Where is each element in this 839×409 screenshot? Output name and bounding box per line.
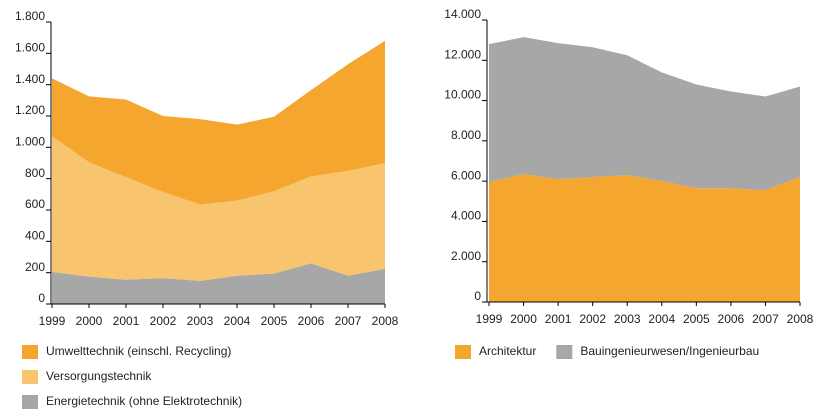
area <box>52 263 385 304</box>
y-tick-label: 2.000 <box>451 249 481 263</box>
legend-label: Architektur <box>479 344 536 358</box>
y-tick-label: 600 <box>25 197 45 211</box>
y-tick-label: 14.000 <box>444 7 481 21</box>
y-tick-label: 800 <box>25 166 45 180</box>
legend-label: Versorgungstechnik <box>46 369 152 383</box>
area <box>52 136 385 281</box>
x-tick-label: 2006 <box>298 314 325 328</box>
legend-swatch <box>455 345 471 359</box>
x-tick-label: 2007 <box>335 314 362 328</box>
x-tick-label: 2007 <box>752 312 779 326</box>
x-tick-label: 2003 <box>614 312 641 326</box>
y-tick-label: 0 <box>474 289 481 303</box>
y-tick-label: 1.800 <box>15 9 45 23</box>
y-tick-label: 1.000 <box>15 135 45 149</box>
legend-swatch <box>22 395 38 409</box>
area <box>52 40 385 205</box>
x-tick-label: 2002 <box>150 314 177 328</box>
y-tick-label: 4.000 <box>451 209 481 223</box>
x-tick-label: 2001 <box>113 314 140 328</box>
x-tick-label: 2001 <box>545 312 572 326</box>
x-tick-label: 2005 <box>261 314 288 328</box>
legend-label: Energietechnik (ohne Elektrotechnik) <box>46 394 242 408</box>
x-tick-label: 2000 <box>76 314 103 328</box>
legend-swatch <box>556 345 573 359</box>
legend-swatch <box>22 370 38 384</box>
x-tick-label: 2004 <box>648 312 675 326</box>
x-tick-label: 2006 <box>718 312 745 326</box>
x-tick-label: 2000 <box>510 312 537 326</box>
y-tick-label: 8.000 <box>451 128 481 142</box>
area <box>489 174 800 302</box>
y-tick-label: 0 <box>38 291 45 305</box>
x-tick-label: 1999 <box>39 314 66 328</box>
x-tick-label: 2002 <box>579 312 606 326</box>
y-tick-label: 12.000 <box>444 47 481 61</box>
x-tick-label: 1999 <box>476 312 503 326</box>
legend-label: Bauingenieurwesen/Ingenieurbau <box>580 344 759 358</box>
y-tick-label: 400 <box>25 229 45 243</box>
x-tick-label: 2008 <box>787 312 814 326</box>
y-tick-label: 200 <box>25 260 45 274</box>
legend-swatch <box>22 345 38 359</box>
legend-label: Umwelttechnik (einschl. Recycling) <box>46 344 231 358</box>
x-tick-label: 2008 <box>372 314 399 328</box>
y-tick-label: 1.600 <box>15 41 45 55</box>
y-tick-label: 1.200 <box>15 103 45 117</box>
x-tick-label: 2004 <box>224 314 251 328</box>
area <box>489 37 800 191</box>
y-tick-label: 6.000 <box>451 168 481 182</box>
y-tick-label: 10.000 <box>444 88 481 102</box>
x-tick-label: 2003 <box>187 314 214 328</box>
x-tick-label: 2005 <box>683 312 710 326</box>
y-tick-label: 1.400 <box>15 72 45 86</box>
